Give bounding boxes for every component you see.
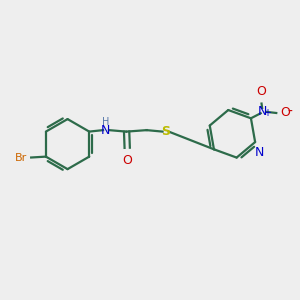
Text: -: - <box>287 104 292 118</box>
Text: H: H <box>102 117 109 127</box>
Text: O: O <box>256 85 266 98</box>
Text: O: O <box>122 154 132 167</box>
Text: Br: Br <box>14 153 27 163</box>
Text: O: O <box>280 106 290 119</box>
Text: N: N <box>255 146 264 159</box>
Text: N: N <box>257 105 267 118</box>
Text: S: S <box>161 125 170 138</box>
Text: +: + <box>263 108 272 118</box>
Text: N: N <box>101 124 110 136</box>
